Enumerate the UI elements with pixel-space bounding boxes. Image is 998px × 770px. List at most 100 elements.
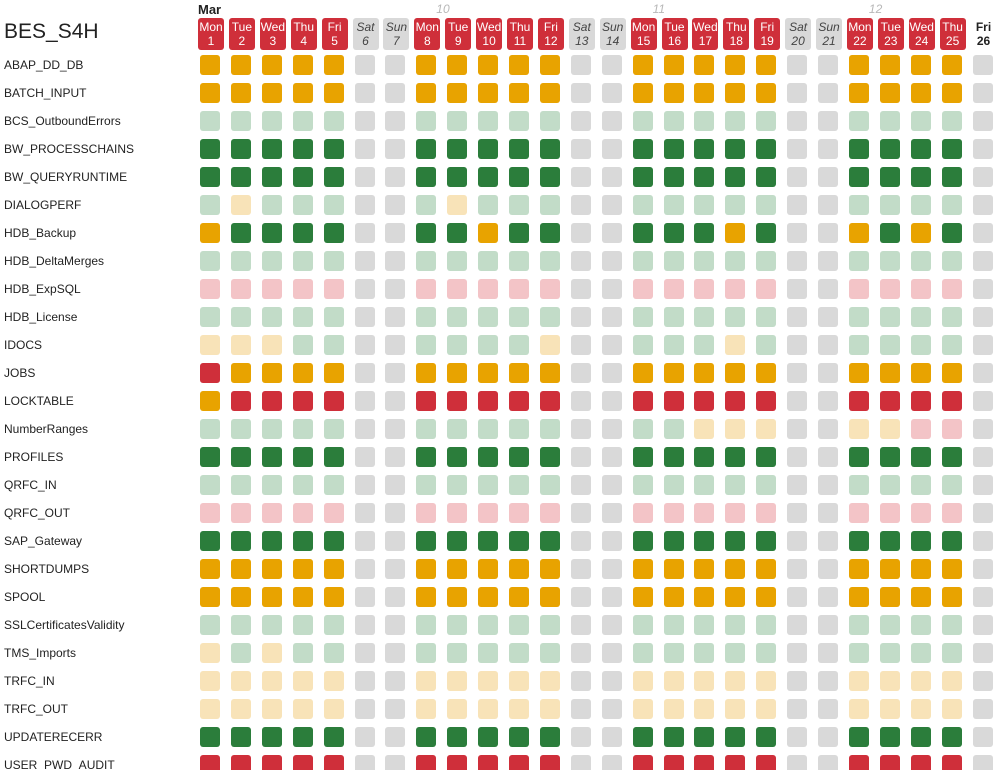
- status-cell[interactable]: [447, 391, 468, 411]
- status-cell[interactable]: [694, 699, 715, 719]
- status-cell[interactable]: [292, 587, 313, 607]
- status-cell[interactable]: [787, 755, 808, 770]
- status-cell[interactable]: [910, 83, 931, 103]
- status-cell[interactable]: [354, 587, 375, 607]
- status-cell[interactable]: [570, 307, 591, 327]
- status-cell[interactable]: [323, 671, 344, 691]
- status-cell[interactable]: [848, 615, 869, 635]
- check-name[interactable]: BW_QUERYRUNTIME: [4, 170, 128, 184]
- status-cell[interactable]: [261, 167, 282, 187]
- status-cell[interactable]: [756, 447, 777, 467]
- status-cell[interactable]: [447, 111, 468, 131]
- check-name[interactable]: TMS_Imports: [4, 646, 77, 660]
- status-cell[interactable]: [200, 671, 220, 691]
- day-header-17[interactable]: Wed 17: [692, 18, 719, 50]
- status-cell[interactable]: [663, 195, 684, 215]
- status-cell[interactable]: [354, 391, 375, 411]
- status-cell[interactable]: [787, 419, 808, 439]
- status-cell[interactable]: [323, 419, 344, 439]
- day-header-5[interactable]: Fri 5: [321, 18, 348, 50]
- status-cell[interactable]: [663, 503, 684, 523]
- status-cell[interactable]: [941, 55, 962, 75]
- day-header-8[interactable]: Mon 8: [414, 18, 441, 50]
- status-cell[interactable]: [848, 251, 869, 271]
- status-cell[interactable]: [200, 251, 220, 271]
- status-cell[interactable]: [385, 727, 406, 747]
- status-cell[interactable]: [261, 307, 282, 327]
- check-name[interactable]: DIALOGPERF: [4, 198, 82, 212]
- status-cell[interactable]: [725, 615, 746, 635]
- status-cell[interactable]: [539, 223, 560, 243]
- status-cell[interactable]: [694, 363, 715, 383]
- status-cell[interactable]: [941, 727, 962, 747]
- status-cell[interactable]: [787, 83, 808, 103]
- status-cell[interactable]: [416, 251, 437, 271]
- status-cell[interactable]: [292, 699, 313, 719]
- status-cell[interactable]: [478, 699, 499, 719]
- status-cell[interactable]: [323, 83, 344, 103]
- status-cell[interactable]: [601, 167, 622, 187]
- status-cell[interactable]: [601, 363, 622, 383]
- status-cell[interactable]: [787, 391, 808, 411]
- status-cell[interactable]: [632, 699, 653, 719]
- status-cell[interactable]: [632, 643, 653, 663]
- status-cell[interactable]: [416, 307, 437, 327]
- status-cell[interactable]: [385, 671, 406, 691]
- day-header-23[interactable]: Tue 23: [877, 18, 904, 50]
- status-cell[interactable]: [478, 419, 499, 439]
- check-name[interactable]: QRFC_IN: [4, 478, 57, 492]
- status-cell[interactable]: [509, 643, 529, 663]
- status-cell[interactable]: [354, 139, 375, 159]
- status-cell[interactable]: [818, 83, 838, 103]
- status-cell[interactable]: [848, 755, 869, 770]
- status-cell[interactable]: [632, 587, 653, 607]
- status-cell[interactable]: [632, 223, 653, 243]
- status-cell[interactable]: [230, 111, 251, 131]
- status-cell[interactable]: [848, 643, 869, 663]
- status-cell[interactable]: [323, 475, 344, 495]
- status-cell[interactable]: [972, 307, 993, 327]
- day-header-2[interactable]: Tue 2: [228, 18, 255, 50]
- status-cell[interactable]: [292, 167, 313, 187]
- status-cell[interactable]: [447, 307, 468, 327]
- day-header-24[interactable]: Wed 24: [908, 18, 935, 50]
- status-cell[interactable]: [972, 615, 993, 635]
- status-cell[interactable]: [756, 111, 777, 131]
- check-name[interactable]: SSLCertificatesValidity: [4, 618, 125, 632]
- status-cell[interactable]: [848, 559, 869, 579]
- status-cell[interactable]: [230, 251, 251, 271]
- status-cell[interactable]: [447, 55, 468, 75]
- status-cell[interactable]: [200, 475, 220, 495]
- status-cell[interactable]: [509, 55, 529, 75]
- status-cell[interactable]: [601, 419, 622, 439]
- status-cell[interactable]: [323, 699, 344, 719]
- status-cell[interactable]: [292, 503, 313, 523]
- status-cell[interactable]: [416, 531, 437, 551]
- status-cell[interactable]: [910, 195, 931, 215]
- status-cell[interactable]: [292, 251, 313, 271]
- status-cell[interactable]: [818, 251, 838, 271]
- status-cell[interactable]: [632, 83, 653, 103]
- status-cell[interactable]: [848, 587, 869, 607]
- status-cell[interactable]: [230, 391, 251, 411]
- status-cell[interactable]: [447, 755, 468, 770]
- status-cell[interactable]: [632, 475, 653, 495]
- status-cell[interactable]: [663, 615, 684, 635]
- status-cell[interactable]: [632, 167, 653, 187]
- status-cell[interactable]: [509, 587, 529, 607]
- status-cell[interactable]: [323, 279, 344, 299]
- status-cell[interactable]: [292, 531, 313, 551]
- status-cell[interactable]: [694, 587, 715, 607]
- status-cell[interactable]: [910, 279, 931, 299]
- status-cell[interactable]: [200, 755, 220, 770]
- status-cell[interactable]: [570, 279, 591, 299]
- status-cell[interactable]: [725, 83, 746, 103]
- status-cell[interactable]: [478, 251, 499, 271]
- day-header-9[interactable]: Tue 9: [445, 18, 472, 50]
- status-cell[interactable]: [292, 139, 313, 159]
- status-cell[interactable]: [632, 111, 653, 131]
- status-cell[interactable]: [787, 55, 808, 75]
- status-cell[interactable]: [539, 419, 560, 439]
- status-cell[interactable]: [509, 475, 529, 495]
- check-name[interactable]: UPDATERECERR: [4, 730, 103, 744]
